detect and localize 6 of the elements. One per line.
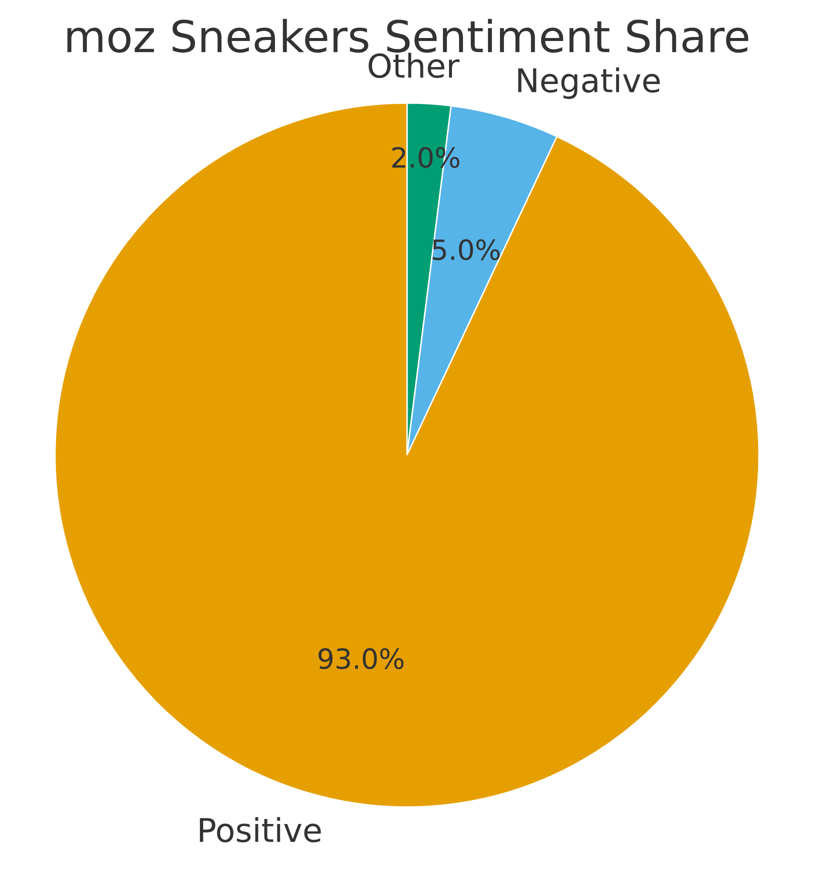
data-label: 93.0%	[318, 648, 404, 670]
slice-label: Negative	[518, 67, 660, 99]
chart-title: moz Sneakers Sentiment Share	[67, 18, 748, 53]
slice-label: Positive	[200, 817, 321, 842]
pie-slice	[54, 102, 760, 808]
slice-label: Other	[368, 52, 460, 78]
